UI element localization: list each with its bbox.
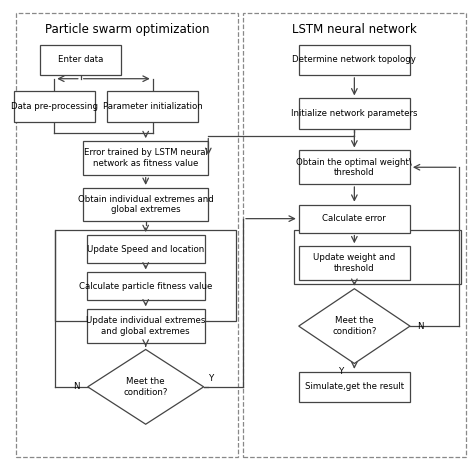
FancyBboxPatch shape	[299, 372, 410, 402]
Text: Meet the
condition?: Meet the condition?	[332, 316, 376, 336]
Text: Obtain individual extremes and
global extremes: Obtain individual extremes and global ex…	[78, 195, 214, 214]
Polygon shape	[299, 289, 410, 363]
Text: Update weight and
threshold: Update weight and threshold	[313, 253, 395, 273]
Text: N: N	[73, 383, 79, 392]
Text: Initialize network parameters: Initialize network parameters	[291, 109, 418, 118]
Text: Data pre-processing: Data pre-processing	[11, 102, 98, 111]
Text: Y: Y	[210, 374, 215, 383]
FancyBboxPatch shape	[87, 309, 205, 343]
Text: Calculate error: Calculate error	[322, 214, 386, 223]
Text: Determine network topology: Determine network topology	[292, 55, 416, 64]
FancyBboxPatch shape	[40, 45, 121, 75]
Text: Update individual extremes
and global extremes: Update individual extremes and global ex…	[86, 316, 205, 336]
Text: Simulate,get the result: Simulate,get the result	[305, 383, 404, 392]
Text: Calculate particle fitness value: Calculate particle fitness value	[79, 282, 212, 291]
Text: Enter data: Enter data	[58, 55, 103, 64]
FancyBboxPatch shape	[14, 91, 95, 122]
FancyBboxPatch shape	[83, 141, 208, 175]
Text: Meet the
condition?: Meet the condition?	[124, 377, 168, 397]
FancyBboxPatch shape	[299, 204, 410, 233]
FancyBboxPatch shape	[299, 246, 410, 280]
Text: Y: Y	[339, 368, 344, 376]
Text: Error trained by LSTM neural
network as fitness value: Error trained by LSTM neural network as …	[84, 148, 208, 168]
Text: N: N	[417, 321, 423, 330]
Text: Update Speed and location: Update Speed and location	[87, 244, 204, 253]
Text: Particle swarm optimization: Particle swarm optimization	[45, 23, 210, 36]
FancyBboxPatch shape	[87, 235, 205, 263]
FancyBboxPatch shape	[299, 98, 410, 129]
FancyBboxPatch shape	[87, 273, 205, 300]
FancyBboxPatch shape	[108, 91, 198, 122]
FancyBboxPatch shape	[83, 188, 208, 221]
FancyBboxPatch shape	[299, 150, 410, 184]
Text: Parameter initialization: Parameter initialization	[103, 102, 202, 111]
FancyBboxPatch shape	[299, 45, 410, 75]
Text: LSTM neural network: LSTM neural network	[292, 23, 417, 36]
Text: Obtain the optimal weight\
threshold: Obtain the optimal weight\ threshold	[296, 157, 412, 177]
Polygon shape	[88, 350, 204, 424]
